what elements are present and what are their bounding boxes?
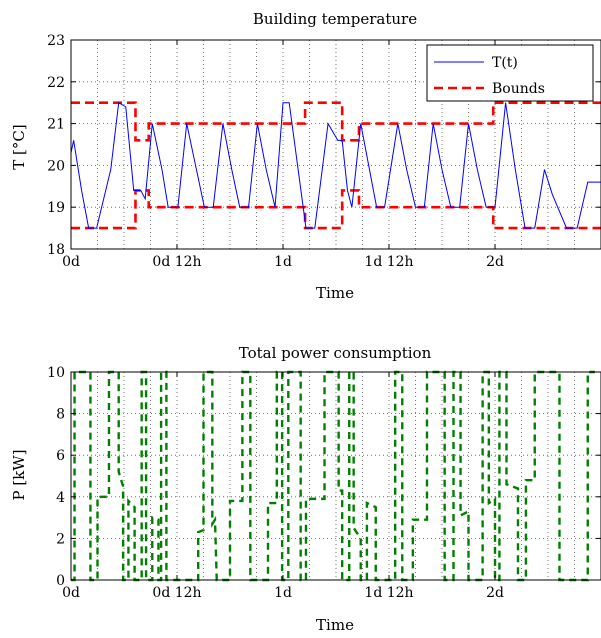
temperature-y-axis-label: T [°C] xyxy=(10,124,28,169)
temperature-chart-title: Building temperature xyxy=(253,10,417,28)
temperature-x-ticks: 0d 0d 12h 1d 1d 12h 2d xyxy=(62,40,504,270)
x-tick-label: 0d xyxy=(62,585,80,601)
x-tick-label: 0d xyxy=(62,254,80,270)
temperature-grid xyxy=(71,40,601,249)
y-tick-label: 6 xyxy=(56,448,65,464)
x-tick-label: 0d 12h xyxy=(152,585,201,601)
x-tick-label: 2d xyxy=(486,254,504,270)
temperature-series xyxy=(71,101,601,229)
y-tick-label: 19 xyxy=(47,200,65,216)
power-y-axis-label: P [kW] xyxy=(10,449,28,500)
power-line xyxy=(71,370,595,582)
temperature-legend: T(t) Bounds xyxy=(426,44,594,102)
power-series xyxy=(71,370,595,582)
power-chart-title: Total power consumption xyxy=(239,344,432,362)
power-x-axis-label: Time xyxy=(316,616,354,634)
power-x-ticks: 0d 0d 12h 1d 1d 12h 2d xyxy=(62,372,504,601)
temperature-chart: Building temperature 0d 0d 12h 1d 1d 12h 2d … xyxy=(10,10,601,302)
y-tick-label: 22 xyxy=(47,75,65,91)
y-tick-label: 0 xyxy=(56,573,65,589)
legend-bounds-label: Bounds xyxy=(492,81,545,97)
temperature-y-ticks: 18 19 20 21 22 23 xyxy=(47,33,601,258)
power-chart: Total power consumption 0d 0d 12h 1d 1d 12h… xyxy=(10,344,601,634)
power-y-ticks: 0 2 4 6 8 10 xyxy=(47,365,601,589)
y-tick-label: 20 xyxy=(47,158,65,174)
y-tick-label: 18 xyxy=(47,242,65,258)
x-tick-label: 1d xyxy=(274,585,292,601)
temperature-plot-frame xyxy=(70,39,601,250)
y-tick-label: 2 xyxy=(56,531,65,547)
y-tick-label: 4 xyxy=(56,490,65,506)
x-tick-label: 1d xyxy=(274,254,292,270)
legend-box xyxy=(426,44,594,102)
legend-t-label: T(t) xyxy=(492,55,518,71)
y-tick-label: 8 xyxy=(56,407,65,423)
y-tick-label: 10 xyxy=(47,365,65,381)
power-grid xyxy=(71,372,601,580)
y-tick-label: 23 xyxy=(47,33,65,49)
temperature-line xyxy=(71,101,601,229)
x-tick-label: 1d 12h xyxy=(364,585,413,601)
temperature-x-axis-label: Time xyxy=(316,284,354,302)
upper-bound-line xyxy=(71,101,601,142)
y-tick-label: 21 xyxy=(47,117,65,133)
x-tick-label: 1d 12h xyxy=(364,254,413,270)
x-tick-label: 2d xyxy=(486,585,504,601)
x-tick-label: 0d 12h xyxy=(152,254,201,270)
power-plot-frame xyxy=(70,371,601,581)
